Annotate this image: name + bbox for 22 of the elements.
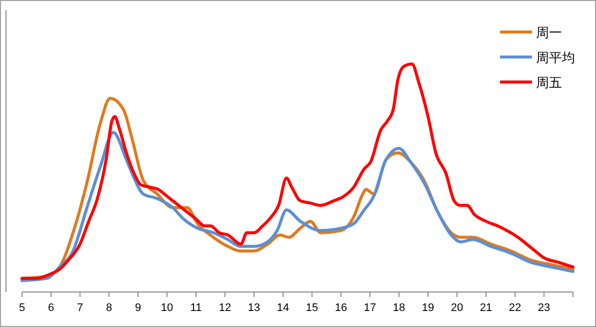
x-tick-label: 13 xyxy=(248,302,260,314)
x-tick-label: 8 xyxy=(106,302,112,314)
x-tick-label: 17 xyxy=(364,302,376,314)
x-tick-label: 14 xyxy=(276,302,290,314)
x-tick-label: 20 xyxy=(450,302,464,314)
x-tick-label: 18 xyxy=(392,302,406,314)
x-tick-label: 12 xyxy=(218,302,232,314)
legend-label: 周五 xyxy=(536,75,562,90)
x-tick-label: 23 xyxy=(538,302,550,314)
x-tick-label: 21 xyxy=(480,302,492,314)
x-tick-label: 9 xyxy=(134,302,142,314)
legend-label: 周一 xyxy=(536,25,562,40)
x-tick-label: 6 xyxy=(48,302,54,314)
x-tick-label: 5 xyxy=(18,302,26,314)
x-tick-label: 16 xyxy=(334,302,348,314)
x-tick-label: 11 xyxy=(190,302,202,314)
x-tick-label: 7 xyxy=(76,302,84,314)
x-tick-label: 22 xyxy=(508,302,522,314)
x-tick-label: 10 xyxy=(160,302,174,314)
x-tick-label: 19 xyxy=(422,302,434,314)
x-tick-label: 15 xyxy=(306,302,318,314)
legend-label: 周平均 xyxy=(536,50,575,65)
